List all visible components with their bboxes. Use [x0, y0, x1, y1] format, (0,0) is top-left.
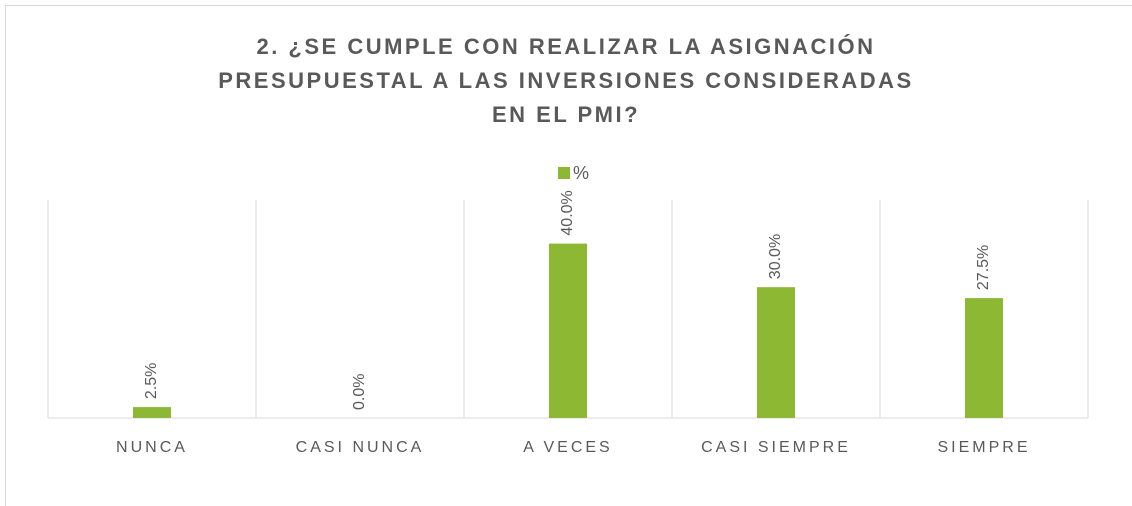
x-tick-label: SIEMPRE: [937, 439, 1030, 456]
bar: [757, 287, 795, 418]
x-tick-label: NUNCA: [116, 439, 188, 456]
bar: [965, 298, 1003, 418]
chart-border: [5, 5, 1132, 506]
data-label: 30.0%: [767, 234, 784, 279]
bar: [549, 243, 587, 418]
x-tick-label: CASI NUNCA: [296, 439, 425, 456]
legend-label: %: [573, 163, 589, 183]
data-label: 2.5%: [143, 363, 160, 399]
x-tick-label: CASI SIEMPRE: [701, 439, 851, 456]
bar: [133, 407, 171, 418]
x-tick-label: A VECES: [523, 439, 612, 456]
data-label: 40.0%: [559, 190, 576, 235]
legend-swatch: [558, 167, 570, 179]
data-label: 27.5%: [975, 245, 992, 290]
chart-title: 2. ¿SE CUMPLE CON REALIZAR LA ASIGNACIÓN…: [218, 34, 914, 127]
data-label: 0.0%: [351, 374, 368, 410]
